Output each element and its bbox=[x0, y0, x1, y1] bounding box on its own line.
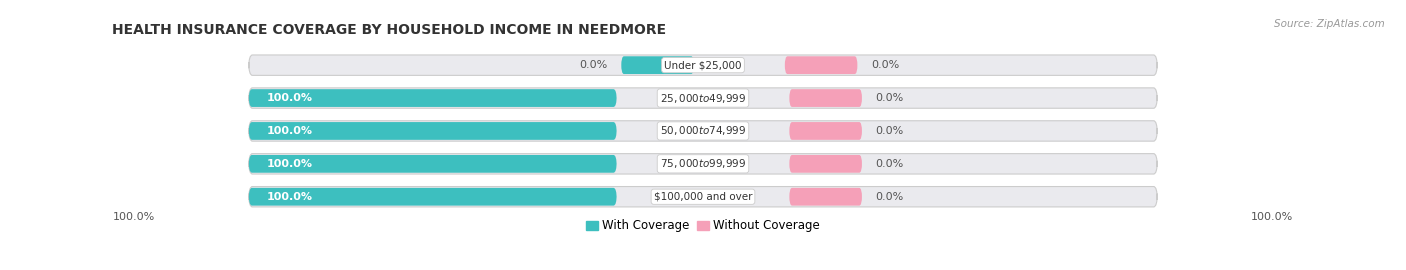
FancyBboxPatch shape bbox=[789, 188, 862, 206]
FancyBboxPatch shape bbox=[249, 89, 617, 107]
Text: 0.0%: 0.0% bbox=[872, 60, 900, 70]
FancyBboxPatch shape bbox=[249, 88, 1157, 108]
FancyBboxPatch shape bbox=[785, 56, 858, 74]
Text: 100.0%: 100.0% bbox=[1251, 212, 1294, 222]
Text: 100.0%: 100.0% bbox=[267, 93, 314, 103]
Text: $50,000 to $74,999: $50,000 to $74,999 bbox=[659, 124, 747, 137]
FancyBboxPatch shape bbox=[789, 89, 862, 107]
FancyBboxPatch shape bbox=[789, 122, 862, 140]
Text: 0.0%: 0.0% bbox=[579, 60, 607, 70]
FancyBboxPatch shape bbox=[249, 154, 1157, 174]
Text: 100.0%: 100.0% bbox=[267, 159, 314, 169]
Text: 0.0%: 0.0% bbox=[876, 126, 904, 136]
FancyBboxPatch shape bbox=[789, 155, 862, 173]
Text: HEALTH INSURANCE COVERAGE BY HOUSEHOLD INCOME IN NEEDMORE: HEALTH INSURANCE COVERAGE BY HOUSEHOLD I… bbox=[112, 23, 666, 37]
Text: Under $25,000: Under $25,000 bbox=[664, 60, 742, 70]
FancyBboxPatch shape bbox=[249, 188, 617, 206]
Text: $25,000 to $49,999: $25,000 to $49,999 bbox=[659, 92, 747, 104]
Text: 0.0%: 0.0% bbox=[876, 192, 904, 202]
Text: Source: ZipAtlas.com: Source: ZipAtlas.com bbox=[1274, 19, 1385, 29]
Text: $75,000 to $99,999: $75,000 to $99,999 bbox=[659, 157, 747, 170]
FancyBboxPatch shape bbox=[249, 121, 1157, 141]
Text: 100.0%: 100.0% bbox=[267, 126, 314, 136]
FancyBboxPatch shape bbox=[249, 55, 1157, 75]
Text: 100.0%: 100.0% bbox=[112, 212, 155, 222]
FancyBboxPatch shape bbox=[621, 56, 695, 74]
Legend: With Coverage, Without Coverage: With Coverage, Without Coverage bbox=[581, 215, 825, 237]
FancyBboxPatch shape bbox=[249, 187, 1157, 207]
FancyBboxPatch shape bbox=[249, 155, 617, 173]
Text: 100.0%: 100.0% bbox=[267, 192, 314, 202]
FancyBboxPatch shape bbox=[249, 122, 617, 140]
Text: $100,000 and over: $100,000 and over bbox=[654, 192, 752, 202]
Text: 0.0%: 0.0% bbox=[876, 159, 904, 169]
Text: 0.0%: 0.0% bbox=[876, 93, 904, 103]
